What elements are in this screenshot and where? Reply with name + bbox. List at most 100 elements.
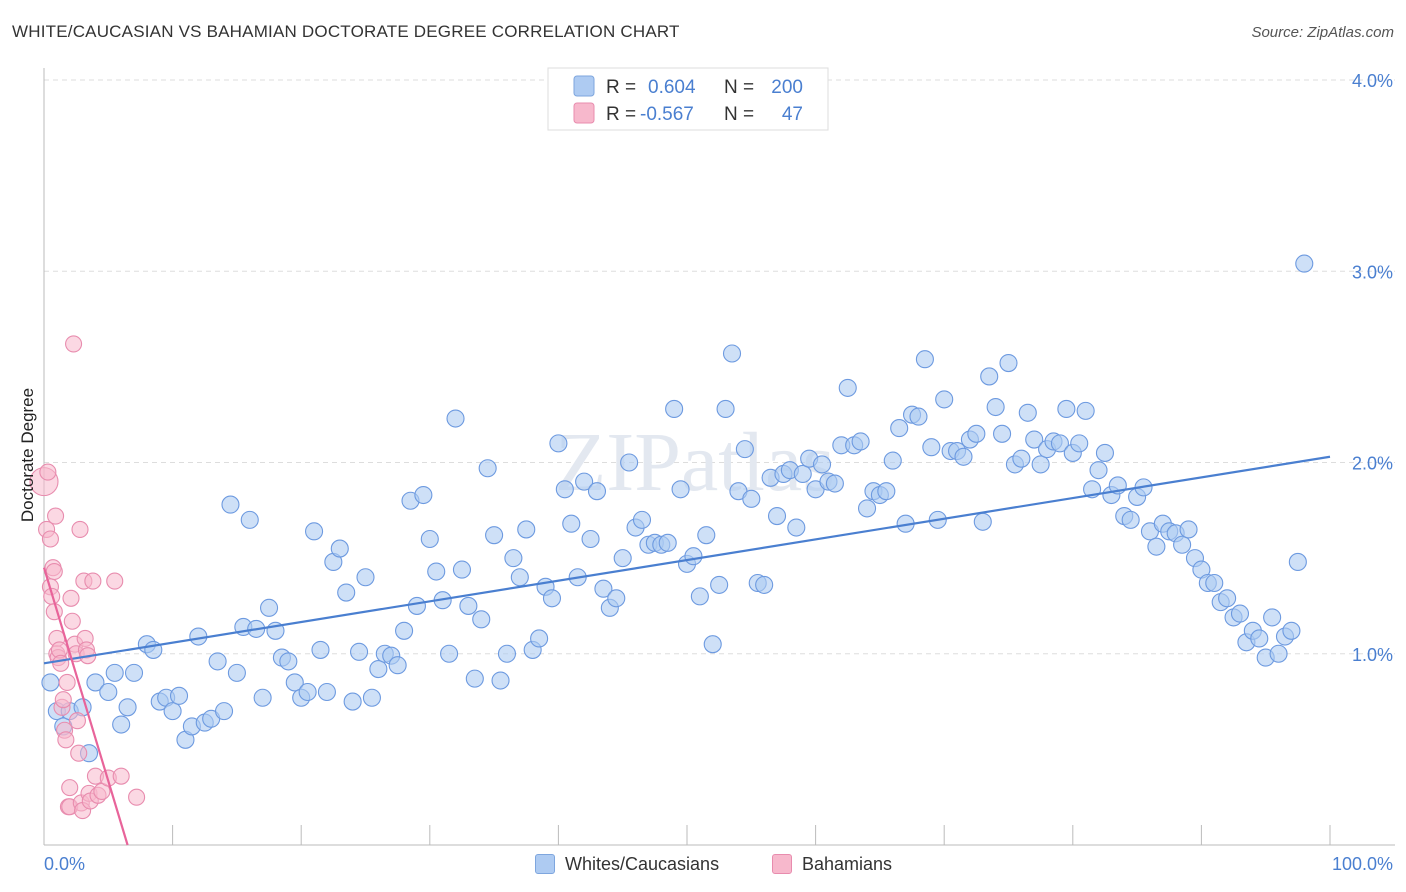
data-point-whites-caucasians (825, 474, 844, 493)
data-point-whites-caucasians (883, 451, 902, 470)
data-point-whites-caucasians (857, 499, 877, 518)
data-point-whites-caucasians (954, 447, 973, 466)
data-point-whites-caucasians (581, 529, 600, 549)
data-point-whites-caucasians (607, 589, 626, 608)
bottom-legend-label: Whites/Caucasians (565, 853, 720, 874)
data-point-whites-caucasians (909, 407, 928, 426)
data-point-whites-caucasians (632, 510, 652, 529)
data-point-whites-caucasians (1295, 254, 1314, 273)
legend-frame (547, 67, 829, 131)
data-point-bahamians (39, 463, 57, 481)
data-point-whites-caucasians (337, 583, 356, 602)
data-point-bahamians (70, 744, 88, 762)
data-point-bahamians (57, 731, 75, 749)
data-point-whites-caucasians (658, 533, 677, 552)
data-point-whites-caucasians (343, 692, 362, 711)
data-point-whites-caucasians (787, 518, 806, 537)
data-point-whites-caucasians (710, 575, 729, 594)
data-point-whites-caucasians (1205, 573, 1224, 593)
data-point-whites-caucasians (671, 480, 690, 499)
data-point-bahamians (84, 572, 102, 590)
data-point-whites-caucasians (427, 562, 446, 581)
data-point-whites-caucasians (967, 424, 986, 443)
bottom-legend-item-whites: Whites/Caucasians (535, 852, 719, 876)
legend-r-label: R = (606, 77, 636, 98)
bottom-legend-swatch-pink (772, 854, 792, 874)
y-axis-label: Doctorate Degree (18, 388, 37, 522)
data-point-whites-caucasians (890, 419, 909, 438)
data-point-whites-caucasians (1050, 434, 1069, 453)
data-point-whites-caucasians (1230, 604, 1250, 623)
data-point-whites-caucasians (452, 560, 472, 579)
data-point-whites-caucasians (1012, 449, 1031, 468)
data-point-whites-caucasians (1179, 520, 1198, 539)
data-point-whites-caucasians (1250, 629, 1269, 648)
tick-labels: 1.0% 2.0% 3.0% 4.0% 0.0% 100.0% (44, 71, 1393, 874)
data-point-whites-caucasians (86, 673, 105, 692)
data-point-whites-caucasians (684, 547, 703, 566)
data-point-bahamians (52, 654, 70, 672)
data-point-whites-caucasians (420, 529, 439, 549)
data-point-whites-caucasians (620, 453, 639, 472)
trend-line-bahamians (42, 567, 129, 846)
data-point-whites-caucasians (311, 640, 330, 659)
legend-swatch-pink (573, 102, 595, 124)
data-point-bahamians (45, 562, 63, 581)
data-point-whites-caucasians (722, 344, 742, 363)
data-point-bahamians (62, 589, 80, 607)
data-point-whites-caucasians (510, 568, 529, 587)
data-point-whites-caucasians (793, 464, 812, 484)
bottom-legend-swatch-blue (535, 854, 555, 874)
data-point-whites-caucasians (1263, 608, 1282, 627)
data-point-whites-caucasians (459, 596, 478, 615)
data-point-whites-caucasians (915, 350, 934, 369)
data-point-whites-caucasians (1057, 399, 1076, 419)
data-point-whites-caucasians (530, 629, 549, 648)
data-point-whites-caucasians (1288, 552, 1307, 572)
data-point-whites-caucasians (330, 539, 349, 558)
data-point-whites-caucasians (227, 663, 246, 682)
data-point-whites-caucasians (440, 644, 459, 663)
data-point-whites-caucasians (993, 424, 1012, 443)
data-point-whites-caucasians (973, 512, 992, 531)
data-point-whites-caucasians (703, 635, 722, 654)
data-point-whites-caucasians (298, 682, 317, 702)
data-point-whites-caucasians (1089, 461, 1108, 480)
data-point-whites-caucasians (407, 596, 426, 615)
data-point-whites-caucasians (517, 520, 536, 539)
data-point-whites-caucasians (1095, 443, 1114, 462)
legend-box: R = 0.604 N = 200 R = -0.567 N = 47 (547, 67, 829, 131)
data-point-whites-caucasians (716, 399, 735, 419)
data-point-whites-caucasians (767, 506, 787, 526)
data-point-bahamians (68, 712, 86, 730)
data-point-whites-caucasians (613, 549, 632, 568)
data-point-bahamians (61, 779, 79, 797)
data-point-whites-caucasians (356, 568, 375, 587)
data-point-whites-caucasians (1031, 455, 1050, 474)
data-point-whites-caucasians (690, 587, 709, 606)
legend-r-value: 0.604 (648, 77, 696, 98)
data-point-whites-caucasians (935, 390, 954, 409)
data-point-whites-caucasians (1121, 510, 1140, 529)
data-point-bahamians (54, 691, 72, 709)
data-point-whites-caucasians (1269, 644, 1288, 663)
data-point-whites-caucasians (221, 495, 240, 514)
data-point-whites-caucasians (118, 698, 137, 717)
data-point-whites-caucasians (491, 671, 510, 690)
data-point-whites-caucasians (259, 598, 279, 617)
data-point-whites-caucasians (99, 682, 118, 702)
legend-r-label: R = (606, 104, 636, 125)
data-point-whites-caucasians (208, 652, 227, 671)
data-point-whites-caucasians (362, 688, 381, 707)
chart-title: WHITE/CAUCASIAN VS BAHAMIAN DOCTORATE DE… (12, 22, 680, 41)
data-point-whites-caucasians (497, 644, 517, 663)
data-point-whites-caucasians (755, 575, 774, 594)
data-point-whites-caucasians (587, 482, 607, 501)
data-point-whites-caucasians (163, 702, 182, 721)
data-point-whites-caucasians (1147, 537, 1166, 556)
data-point-whites-caucasians (465, 669, 484, 688)
data-point-bahamians (106, 572, 124, 590)
data-point-whites-caucasians (124, 663, 144, 682)
data-point-whites-caucasians (317, 682, 336, 702)
